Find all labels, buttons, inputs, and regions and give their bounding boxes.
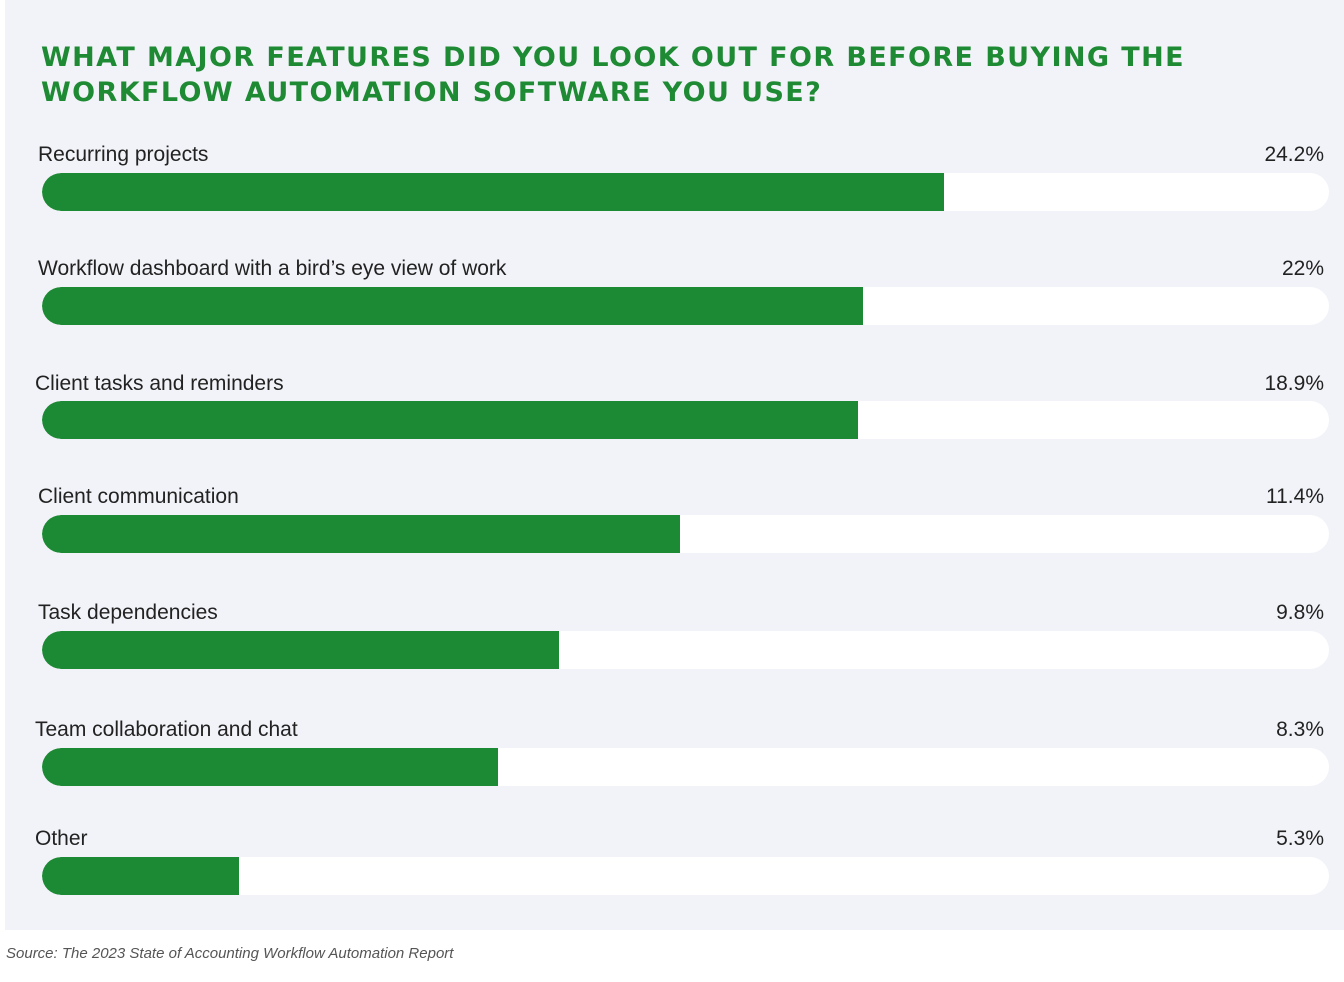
bar-value-label: 8.3% [1276, 718, 1324, 741]
bar-value-label: 22% [1281, 257, 1324, 280]
bar-label: Team collaboration and chat [35, 718, 298, 741]
bar-track [42, 748, 1329, 786]
bar-label: Workflow dashboard with a bird’s eye vie… [38, 257, 507, 280]
bar-value-label: 24.2% [1264, 143, 1324, 166]
bar-label: Task dependencies [38, 601, 218, 624]
bar-value-label: 11.4% [1266, 485, 1324, 508]
bar-value-label: 5.3% [1276, 827, 1324, 850]
bar-label: Client communication [38, 485, 239, 508]
bar-fill [42, 173, 944, 211]
bar-label: Recurring projects [38, 143, 209, 166]
bar-fill [42, 748, 498, 786]
bar-fill [42, 287, 863, 325]
chart-panel: WHAT MAJOR FEATURES DID YOU LOOK OUT FOR… [5, 0, 1344, 930]
bar-fill [42, 515, 680, 553]
bar-track [42, 287, 1329, 325]
bar-fill [42, 857, 239, 895]
bar-fill [42, 401, 858, 439]
bar-label: Other [35, 827, 88, 850]
chart-title: WHAT MAJOR FEATURES DID YOU LOOK OUT FOR… [41, 42, 1185, 108]
bar-value-label: 9.8% [1276, 601, 1324, 624]
bar-track [42, 857, 1329, 895]
bar-track [42, 631, 1329, 669]
bar-track [42, 173, 1329, 211]
bar-track [42, 515, 1329, 553]
source-note: Source: The 2023 State of Accounting Wor… [6, 945, 454, 962]
bar-track [42, 401, 1329, 439]
bar-value-label: 18.9% [1264, 372, 1324, 395]
bar-fill [42, 631, 559, 669]
bar-label: Client tasks and reminders [35, 372, 284, 395]
